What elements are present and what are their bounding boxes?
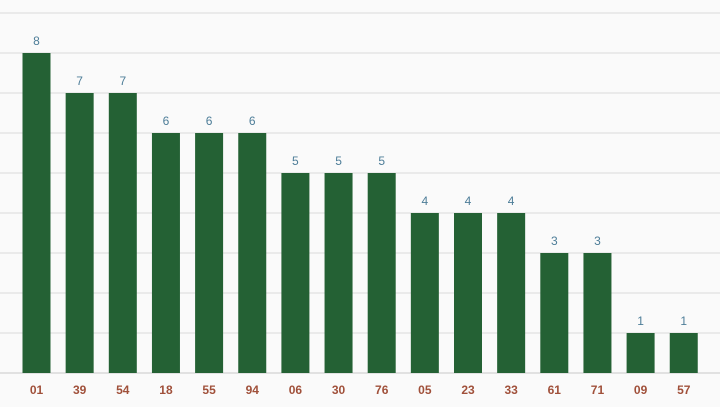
bar-33 — [497, 213, 526, 373]
category-label-54: 54 — [116, 383, 130, 397]
value-label-09: 1 — [637, 314, 644, 328]
value-label-94: 6 — [249, 114, 256, 128]
value-label-61: 3 — [551, 234, 558, 248]
bar-71 — [583, 253, 612, 373]
gridlines — [0, 12, 720, 374]
bars — [22, 53, 698, 373]
category-label-05: 05 — [418, 383, 432, 397]
category-label-61: 61 — [548, 383, 562, 397]
category-label-76: 76 — [375, 383, 389, 397]
category-label-39: 39 — [73, 383, 87, 397]
bar-23 — [454, 213, 482, 373]
category-label-09: 09 — [634, 383, 648, 397]
bar-61 — [540, 253, 569, 373]
bar-05 — [410, 213, 439, 373]
bar-94 — [238, 133, 267, 373]
bar-06 — [281, 173, 310, 373]
bar-01 — [22, 53, 51, 373]
bar-55 — [195, 133, 224, 373]
bar-30 — [324, 173, 353, 373]
category-label-94: 94 — [246, 383, 260, 397]
category-labels: 01 39 54 18 55 94 06 30 76 05 23 33 61 71 09 57 — [30, 383, 691, 397]
category-label-57: 57 — [677, 383, 691, 397]
bar-39 — [65, 93, 94, 373]
category-label-18: 18 — [159, 383, 173, 397]
value-label-06: 5 — [292, 154, 299, 168]
category-label-30: 30 — [332, 383, 346, 397]
bar-09 — [626, 333, 655, 373]
value-labels: 8 7 7 6 6 6 5 5 5 4 4 4 3 3 1 1 — [33, 34, 687, 328]
category-label-55: 55 — [202, 383, 216, 397]
category-label-33: 33 — [504, 383, 518, 397]
value-label-23: 4 — [465, 194, 472, 208]
bar-18 — [151, 133, 180, 373]
value-label-54: 7 — [119, 74, 126, 88]
value-label-33: 4 — [508, 194, 515, 208]
category-label-01: 01 — [30, 383, 44, 397]
category-label-23: 23 — [461, 383, 475, 397]
value-label-30: 5 — [335, 154, 342, 168]
value-label-18: 6 — [163, 114, 170, 128]
value-label-57: 1 — [680, 314, 687, 328]
value-label-05: 4 — [422, 194, 429, 208]
value-label-55: 6 — [206, 114, 213, 128]
category-label-71: 71 — [591, 383, 605, 397]
bar-57 — [669, 333, 698, 373]
value-label-01: 8 — [33, 34, 40, 48]
value-label-76: 5 — [378, 154, 385, 168]
bar-54 — [108, 93, 137, 373]
category-label-06: 06 — [289, 383, 303, 397]
value-label-39: 7 — [76, 74, 83, 88]
value-label-71: 3 — [594, 234, 601, 248]
bar-76 — [367, 173, 396, 373]
